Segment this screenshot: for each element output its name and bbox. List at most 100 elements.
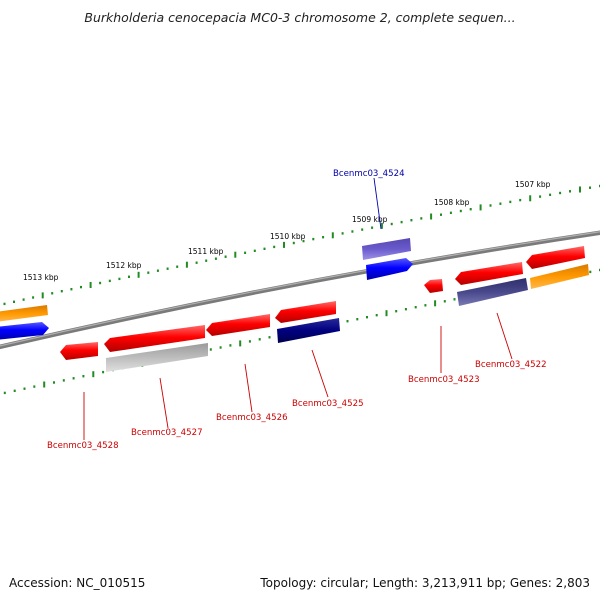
forward-strand-features bbox=[0, 238, 589, 340]
gene-arrow-reverse[interactable] bbox=[275, 301, 336, 323]
minor-tick bbox=[395, 310, 398, 313]
minor-tick bbox=[351, 230, 354, 233]
gene-label-bcenmc03-4523[interactable]: Bcenmc03_4523 bbox=[408, 375, 480, 385]
minor-tick bbox=[128, 275, 130, 278]
minor-tick bbox=[80, 285, 82, 289]
minor-tick bbox=[312, 237, 315, 241]
major-tick bbox=[283, 241, 285, 248]
major-tick bbox=[579, 186, 581, 193]
minor-tick bbox=[589, 270, 592, 274]
minor-tick bbox=[70, 288, 73, 291]
chromosome-backbone bbox=[0, 230, 600, 350]
minor-tick bbox=[102, 370, 105, 374]
minor-tick bbox=[263, 247, 266, 250]
major-tick bbox=[380, 222, 383, 229]
gene-label-bcenmc03-4527[interactable]: Bcenmc03_4527 bbox=[131, 428, 203, 438]
scale-labels: 1513 kbp 1512 kbp 1511 kbp 1510 kbp 1509… bbox=[23, 180, 551, 282]
minor-tick bbox=[519, 198, 522, 202]
gene-arrow-reverse[interactable] bbox=[60, 342, 98, 360]
minor-tick bbox=[3, 391, 6, 395]
gene-arrow-reverse[interactable] bbox=[424, 279, 443, 293]
minor-tick bbox=[209, 348, 212, 351]
gene-arrow-forward[interactable] bbox=[0, 322, 49, 340]
minor-tick bbox=[424, 304, 427, 307]
major-tick bbox=[479, 204, 482, 211]
minor-tick bbox=[559, 191, 562, 195]
minor-tick bbox=[420, 217, 423, 220]
minor-tick bbox=[60, 290, 63, 293]
minor-tick bbox=[569, 190, 571, 193]
minor-tick bbox=[273, 245, 276, 249]
gene-label-bcenmc03-4522[interactable]: Bcenmc03_4522 bbox=[475, 360, 547, 370]
minor-tick bbox=[499, 202, 502, 205]
gene-arrow-forward[interactable] bbox=[366, 258, 413, 280]
leader-line bbox=[373, 177, 382, 230]
gene-arrow-reverse[interactable] bbox=[526, 246, 585, 269]
minor-tick bbox=[72, 377, 75, 380]
minor-tick bbox=[292, 241, 295, 245]
minor-tick bbox=[156, 269, 159, 272]
map-title: Burkholderia cenocepacia MC0-3 chromosom… bbox=[84, 10, 516, 25]
scale-label: 1508 kbp bbox=[434, 198, 470, 207]
chromosome-backbone-highlight bbox=[0, 231, 600, 347]
upper-scale-ticks bbox=[3, 184, 600, 306]
minor-tick bbox=[176, 265, 179, 268]
scale-label: 1511 kbp bbox=[188, 247, 224, 256]
minor-tick bbox=[410, 219, 413, 222]
minor-tick bbox=[549, 193, 552, 196]
accession-text: Accession: NC_010515 bbox=[9, 576, 146, 590]
minor-tick bbox=[33, 385, 36, 388]
major-tick bbox=[239, 340, 242, 347]
scale-label: 1509 kbp bbox=[352, 215, 388, 224]
gene-label-bcenmc03-4524[interactable]: Bcenmc03_4524 bbox=[333, 169, 405, 179]
minor-tick bbox=[224, 255, 227, 258]
scale-label: 1507 kbp bbox=[515, 180, 551, 189]
minor-tick bbox=[449, 211, 452, 214]
minor-tick bbox=[322, 236, 325, 239]
leader-line bbox=[311, 349, 329, 398]
minor-tick bbox=[489, 204, 492, 207]
minor-tick bbox=[53, 381, 55, 384]
scale-label: 1513 kbp bbox=[23, 273, 59, 282]
minor-tick bbox=[82, 375, 85, 378]
minor-tick bbox=[440, 213, 442, 216]
minor-tick bbox=[356, 318, 359, 321]
major-tick bbox=[89, 282, 92, 288]
minor-tick bbox=[214, 257, 217, 260]
minor-tick bbox=[258, 338, 261, 341]
gene-labels: Bcenmc03_4524 Bcenmc03_4528 Bcenmc03_452… bbox=[47, 169, 547, 451]
navy-feature[interactable] bbox=[277, 318, 340, 343]
major-tick bbox=[185, 261, 188, 268]
grey-feature[interactable] bbox=[106, 343, 208, 372]
minor-tick bbox=[147, 271, 150, 274]
minor-tick bbox=[3, 302, 6, 306]
major-tick bbox=[430, 213, 433, 220]
minor-tick bbox=[244, 251, 247, 254]
gene-arrow-reverse[interactable] bbox=[455, 262, 523, 285]
orange-feature[interactable] bbox=[0, 305, 48, 322]
slate-feature[interactable] bbox=[457, 278, 528, 306]
minor-tick bbox=[361, 228, 364, 231]
gene-arrow-reverse[interactable] bbox=[206, 314, 270, 336]
minor-tick bbox=[400, 220, 403, 224]
minor-tick bbox=[23, 387, 26, 390]
minor-tick bbox=[229, 344, 232, 347]
minor-tick bbox=[404, 308, 407, 311]
scale-label: 1510 kbp bbox=[270, 232, 306, 241]
gene-label-bcenmc03-4528[interactable]: Bcenmc03_4528 bbox=[47, 441, 119, 451]
topology-summary: Topology: circular; Length: 3,213,911 bp… bbox=[260, 576, 590, 590]
minor-tick bbox=[341, 232, 344, 235]
major-tick bbox=[529, 195, 532, 202]
minor-tick bbox=[195, 261, 198, 264]
gene-label-bcenmc03-4526[interactable]: Bcenmc03_4526 bbox=[216, 413, 288, 423]
orange-feature[interactable] bbox=[530, 264, 589, 289]
minor-tick bbox=[375, 314, 378, 317]
gene-label-bcenmc03-4525[interactable]: Bcenmc03_4525 bbox=[292, 399, 364, 409]
minor-tick bbox=[108, 279, 111, 283]
minor-tick bbox=[371, 226, 374, 229]
minor-tick bbox=[414, 306, 417, 309]
minor-tick bbox=[51, 292, 54, 295]
minor-tick bbox=[118, 277, 121, 281]
gene-arrow-reverse[interactable] bbox=[104, 325, 205, 352]
purple-feature[interactable] bbox=[362, 238, 411, 260]
